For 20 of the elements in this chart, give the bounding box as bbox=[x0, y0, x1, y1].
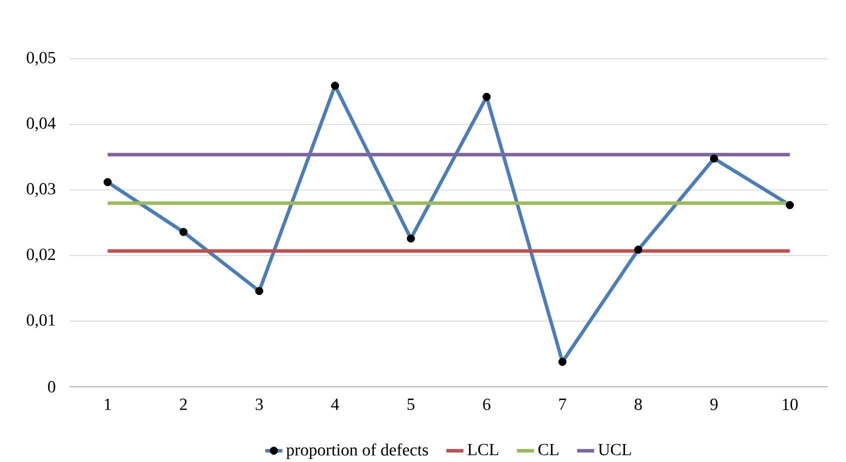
x-tick-label: 1 bbox=[104, 398, 111, 410]
y-tick-label: 0,02 bbox=[26, 248, 55, 263]
x-tick-label: 6 bbox=[483, 398, 490, 410]
y-tick-label: 0,05 bbox=[26, 52, 56, 66]
legend-label: CL bbox=[538, 444, 558, 456]
x-tick-label: 7 bbox=[559, 398, 566, 410]
x-tick-label: 5 bbox=[408, 398, 414, 410]
x-tick-label: 9 bbox=[710, 398, 718, 410]
y-tick-label: 0 bbox=[48, 381, 56, 393]
x-tick-label: 4 bbox=[331, 398, 340, 410]
y-tick-label: 0,03 bbox=[26, 183, 56, 197]
legend-label: LCL bbox=[468, 444, 498, 456]
x-tick-label: 8 bbox=[634, 398, 642, 410]
legend-label: UCL bbox=[598, 444, 631, 456]
y-tick-label: 0,01 bbox=[26, 314, 55, 328]
x-tick-label: 3 bbox=[256, 398, 263, 410]
x-tick-label: 2 bbox=[180, 398, 187, 410]
legend-label: proportion of defects bbox=[286, 443, 428, 460]
y-tick-label: 0,04 bbox=[26, 117, 56, 132]
x-tick-label: 10 bbox=[782, 398, 798, 410]
